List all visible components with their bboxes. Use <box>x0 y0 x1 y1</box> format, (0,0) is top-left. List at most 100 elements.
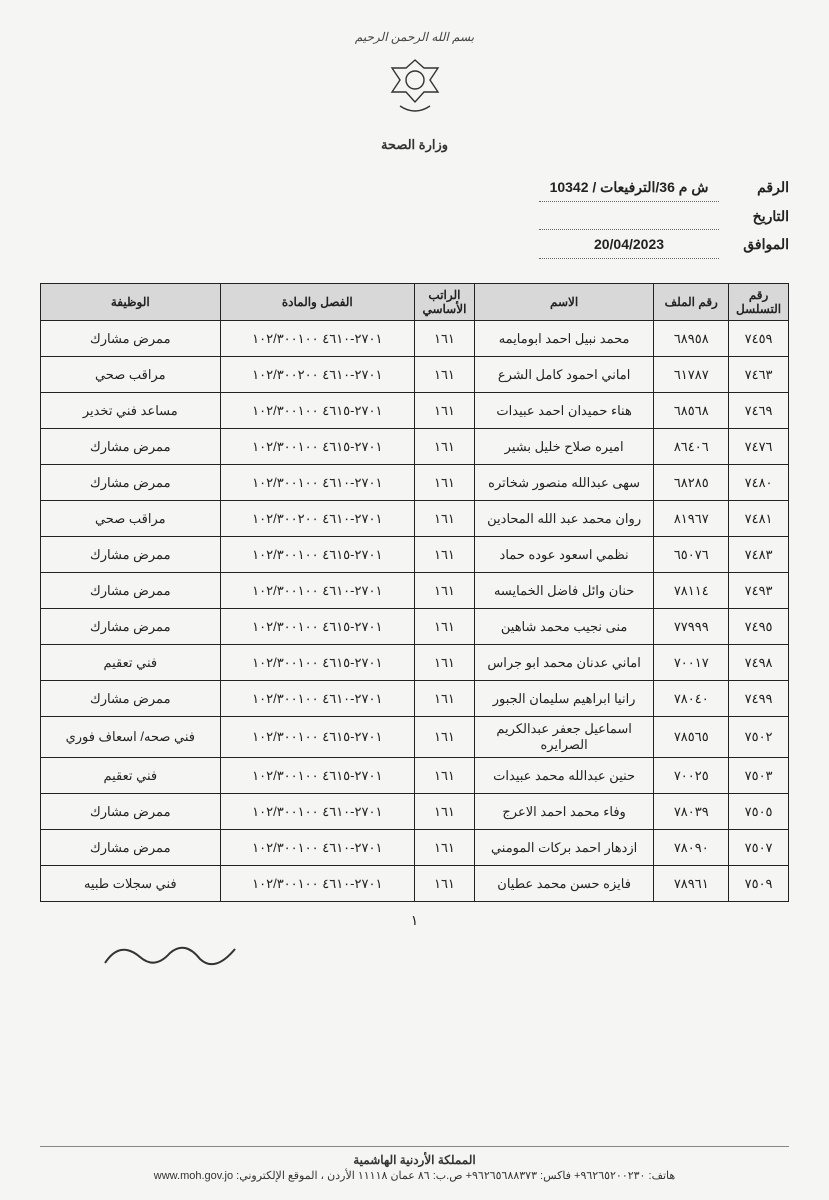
cell-name: اسماعيل جعفر عبدالكريم الصرايره <box>474 717 654 758</box>
ministry-name: وزارة الصحة <box>40 137 789 153</box>
cell-seq: ٧٤٨٣ <box>729 537 789 573</box>
cell-file: ٧٠٠٢٥ <box>654 758 729 794</box>
cell-seq: ٧٤٨٠ <box>729 465 789 501</box>
cell-salary: ١٦١ <box>415 357 475 393</box>
cell-grade: ٢٧٠١-٤٦١٥ ١٠٢/٣٠٠١٠٠ <box>220 645 414 681</box>
cell-grade: ٢٧٠١-٤٦١٥ ١٠٢/٣٠٠١٠٠ <box>220 717 414 758</box>
col-job-header: الوظيفة <box>41 284 221 321</box>
cell-file: ٧٠٠١٧ <box>654 645 729 681</box>
cell-file: ٧٨٠٣٩ <box>654 794 729 830</box>
cell-seq: ٧٤٦٣ <box>729 357 789 393</box>
cell-name: حنين عبدالله محمد عبيدات <box>474 758 654 794</box>
cell-name: هناء حميدان احمد عبيدات <box>474 393 654 429</box>
national-emblem-icon <box>380 54 450 127</box>
cell-file: ٧٨٠٩٠ <box>654 830 729 866</box>
cell-salary: ١٦١ <box>415 830 475 866</box>
cell-job: فني سجلات طبيه <box>41 866 221 902</box>
cell-name: اميره صلاح خليل بشير <box>474 429 654 465</box>
cell-seq: ٧٤٦٩ <box>729 393 789 429</box>
cell-grade: ٢٧٠١-٤٦١٠ ١٠٢/٣٠٠١٠٠ <box>220 465 414 501</box>
cell-file: ٧٨١١٤ <box>654 573 729 609</box>
cell-name: فايزه حسن محمد عطيان <box>474 866 654 902</box>
cell-job: مراقب صحي <box>41 357 221 393</box>
cell-seq: ٧٤٩٨ <box>729 645 789 681</box>
cell-name: سهى عبدالله منصور شخاتره <box>474 465 654 501</box>
cell-salary: ١٦١ <box>415 537 475 573</box>
cell-job: ممرض مشارك <box>41 537 221 573</box>
top-calligraphy: بسم الله الرحمن الرحيم <box>40 30 789 44</box>
cell-file: ٧٨٩٦١ <box>654 866 729 902</box>
cell-grade: ٢٧٠١-٤٦١٠ ١٠٢/٣٠٠٢٠٠ <box>220 357 414 393</box>
cell-grade: ٢٧٠١-٤٦١٠ ١٠٢/٣٠٠١٠٠ <box>220 866 414 902</box>
cell-salary: ١٦١ <box>415 393 475 429</box>
page-number: ١ <box>40 912 789 929</box>
cell-name: وفاء محمد احمد الاعرج <box>474 794 654 830</box>
meta-number-value: ش م 36/الترفيعات / 10342 <box>539 173 719 202</box>
cell-seq: ٧٥٠٩ <box>729 866 789 902</box>
cell-file: ٦٥٠٧٦ <box>654 537 729 573</box>
page-footer: المملكة الأردنية الهاشمية هاتف: ٩٦٢٦٥٢٠٠… <box>40 1146 789 1182</box>
cell-salary: ١٦١ <box>415 717 475 758</box>
table-row: ٧٤٦٣٦١٧٨٧اماني احمود كامل الشرع١٦١٢٧٠١-٤… <box>41 357 789 393</box>
meta-number-label: الرقم <box>729 173 789 202</box>
cell-job: فني تعقيم <box>41 645 221 681</box>
meta-date-label: التاريخ <box>729 202 789 230</box>
promotions-table: رقم التسلسل رقم الملف الاسم الراتب الأسا… <box>40 283 789 902</box>
table-row: ٧٤٩٩٧٨٠٤٠رانيا ابراهيم سليمان الجبور١٦١٢… <box>41 681 789 717</box>
cell-salary: ١٦١ <box>415 645 475 681</box>
table-row: ٧٤٦٩٦٨٥٦٨هناء حميدان احمد عبيدات١٦١٢٧٠١-… <box>41 393 789 429</box>
cell-seq: ٧٤٥٩ <box>729 321 789 357</box>
cell-job: مساعد فني تخدير <box>41 393 221 429</box>
cell-grade: ٢٧٠١-٤٦١٠ ١٠٢/٣٠٠١٠٠ <box>220 573 414 609</box>
cell-job: ممرض مشارك <box>41 609 221 645</box>
cell-name: حنان وائل فاضل الخمايسه <box>474 573 654 609</box>
cell-salary: ١٦١ <box>415 866 475 902</box>
meta-date-row: التاريخ <box>40 202 789 230</box>
cell-file: ٨١٩٦٧ <box>654 501 729 537</box>
col-seq-header: رقم التسلسل <box>729 284 789 321</box>
cell-seq: ٧٥٠٣ <box>729 758 789 794</box>
cell-salary: ١٦١ <box>415 758 475 794</box>
cell-seq: ٧٥٠٧ <box>729 830 789 866</box>
cell-grade: ٢٧٠١-٤٦١٥ ١٠٢/٣٠٠١٠٠ <box>220 758 414 794</box>
cell-seq: ٧٥٠٥ <box>729 794 789 830</box>
cell-file: ٦٨٩٥٨ <box>654 321 729 357</box>
cell-job: ممرض مشارك <box>41 321 221 357</box>
cell-file: ٦١٧٨٧ <box>654 357 729 393</box>
cell-name: ازدهار احمد بركات المومني <box>474 830 654 866</box>
cell-job: ممرض مشارك <box>41 830 221 866</box>
cell-job: ممرض مشارك <box>41 465 221 501</box>
cell-grade: ٢٧٠١-٤٦١٠ ١٠٢/٣٠٠١٠٠ <box>220 681 414 717</box>
cell-salary: ١٦١ <box>415 429 475 465</box>
meta-date-value <box>539 202 719 230</box>
cell-grade: ٢٧٠١-٤٦١٠ ١٠٢/٣٠٠١٠٠ <box>220 321 414 357</box>
col-salary-header: الراتب الأساسي <box>415 284 475 321</box>
meta-number-row: الرقم ش م 36/الترفيعات / 10342 <box>40 173 789 202</box>
signature <box>40 935 789 982</box>
cell-job: ممرض مشارك <box>41 429 221 465</box>
cell-name: منى نجيب محمد شاهين <box>474 609 654 645</box>
table-row: ٧٤٩٣٧٨١١٤حنان وائل فاضل الخمايسه١٦١٢٧٠١-… <box>41 573 789 609</box>
cell-name: اماني عدنان محمد ابو جراس <box>474 645 654 681</box>
cell-seq: ٧٤٩٣ <box>729 573 789 609</box>
cell-file: ٧٨٠٤٠ <box>654 681 729 717</box>
table-row: ٧٤٨١٨١٩٦٧روان محمد عبد الله المحادين١٦١٢… <box>41 501 789 537</box>
table-row: ٧٥٠٧٧٨٠٩٠ازدهار احمد بركات المومني١٦١٢٧٠… <box>41 830 789 866</box>
col-file-header: رقم الملف <box>654 284 729 321</box>
table-row: ٧٤٩٨٧٠٠١٧اماني عدنان محمد ابو جراس١٦١٢٧٠… <box>41 645 789 681</box>
table-row: ٧٤٨٣٦٥٠٧٦نظمي اسعود عوده حماد١٦١٢٧٠١-٤٦١… <box>41 537 789 573</box>
table-body: ٧٤٥٩٦٨٩٥٨محمد نبيل احمد ابومايمه١٦١٢٧٠١-… <box>41 321 789 902</box>
cell-file: ٦٨٥٦٨ <box>654 393 729 429</box>
cell-file: ٦٨٢٨٥ <box>654 465 729 501</box>
cell-file: ٧٨٥٦٥ <box>654 717 729 758</box>
cell-seq: ٧٤٨١ <box>729 501 789 537</box>
cell-grade: ٢٧٠١-٤٦١٥ ١٠٢/٣٠٠١٠٠ <box>220 429 414 465</box>
cell-salary: ١٦١ <box>415 501 475 537</box>
meta-corresponds-row: الموافق 20/04/2023 <box>40 230 789 259</box>
col-grade-header: الفصل والمادة <box>220 284 414 321</box>
cell-name: نظمي اسعود عوده حماد <box>474 537 654 573</box>
cell-salary: ١٦١ <box>415 681 475 717</box>
table-row: ٧٤٧٦٨٦٤٠٦اميره صلاح خليل بشير١٦١٢٧٠١-٤٦١… <box>41 429 789 465</box>
cell-grade: ٢٧٠١-٤٦١٠ ١٠٢/٣٠٠١٠٠ <box>220 830 414 866</box>
cell-salary: ١٦١ <box>415 609 475 645</box>
